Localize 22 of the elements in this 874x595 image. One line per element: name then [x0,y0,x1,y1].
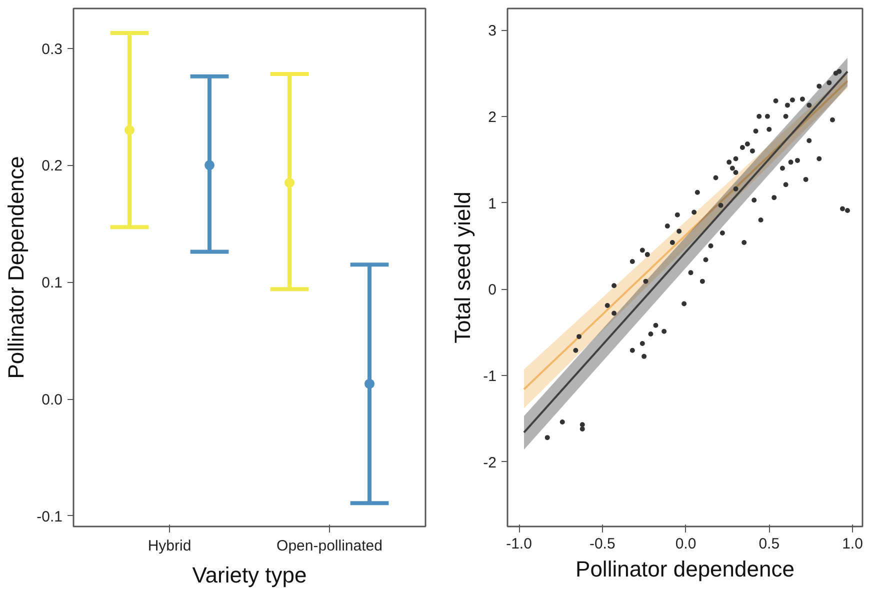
x-tick-label: -0.5 [589,536,616,552]
y-tick-label: -2 [483,454,497,472]
y-axis-title: Total seed yield [450,192,476,344]
y-tick-label: 0.1 [42,274,63,292]
x-tick-label: 1.0 [842,536,863,552]
x-tick-label: -1.0 [506,536,532,552]
y-tick-label: 0 [488,282,496,299]
y-tick-label: 3 [488,22,496,40]
x-tick-label: Open-pollinated [276,538,382,554]
y-tick-label: 0.0 [42,392,63,409]
y-tick-label: 1 [488,195,496,212]
y-tick-label: 0.2 [42,158,63,175]
y-tick-label: 2 [488,108,496,126]
x-axis-title: Pollinator dependence [576,556,794,582]
y-tick-label: -1 [483,368,497,385]
y-axis-title: Pollinator Dependence [4,156,29,379]
x-tick-label: Hybrid [148,538,192,554]
x-tick-label: 0.0 [675,536,696,552]
y-tick-label: 0.3 [42,40,63,58]
x-tick-label: 0.5 [758,536,780,552]
x-axis-title: Variety type [192,562,307,588]
y-tick-label: -0.1 [36,508,63,526]
